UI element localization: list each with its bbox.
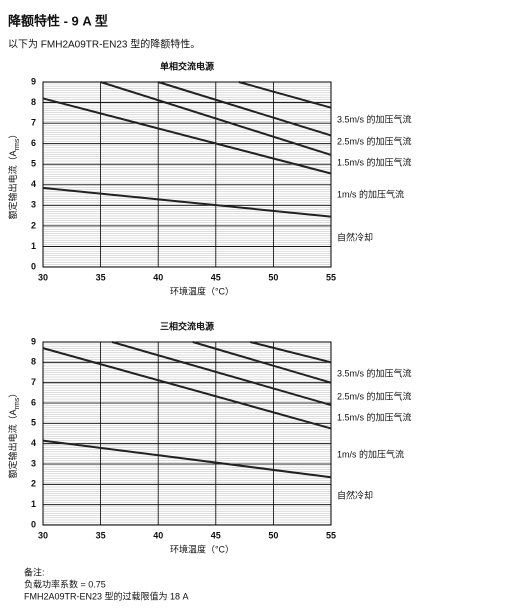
y-tick-label: 8 bbox=[31, 97, 36, 107]
y-axis-label-sub: rms bbox=[14, 397, 21, 409]
x-tick-label: 55 bbox=[326, 272, 336, 282]
x-tick-label: 40 bbox=[153, 272, 163, 282]
x-tick-label: 55 bbox=[326, 530, 336, 540]
derating-curve bbox=[157, 81, 332, 137]
y-tick-label: 5 bbox=[31, 159, 36, 169]
y-tick-label: 6 bbox=[31, 397, 36, 407]
y-axis-label-main: 额定输出电流（A bbox=[7, 150, 18, 219]
note: 负载功率系数 = 0.75 bbox=[24, 578, 106, 589]
y-tick-label: 4 bbox=[31, 438, 36, 448]
note: 备注: bbox=[24, 566, 45, 577]
y-axis-label: 额定输出电流（Arms） bbox=[7, 130, 20, 220]
plot-frame bbox=[42, 341, 332, 526]
series-label: 1m/s 的加压气流 bbox=[337, 448, 404, 459]
y-tick-label: 7 bbox=[31, 377, 36, 387]
derating-curve bbox=[42, 347, 332, 430]
derating-curve bbox=[192, 341, 332, 384]
series-label: 2.5m/s 的加压气流 bbox=[337, 135, 412, 146]
page-subtitle: 以下为 FMH2A09TR-EN23 型的降额特性。 bbox=[8, 38, 200, 51]
derating-curve bbox=[250, 341, 332, 364]
y-tick-label: 0 bbox=[31, 261, 36, 271]
series-label: 1.5m/s 的加压气流 bbox=[337, 156, 412, 167]
y-tick-label: 6 bbox=[31, 138, 36, 148]
page-title: 降额特性 - 9 A 型 bbox=[8, 13, 108, 28]
derating-curve bbox=[42, 97, 332, 175]
chart-title: 三相交流电源 bbox=[160, 320, 214, 331]
y-axis-label-end: ） bbox=[8, 130, 18, 139]
derating-curve bbox=[100, 81, 332, 156]
series-label: 3.5m/s 的加压气流 bbox=[337, 367, 412, 378]
series-label: 1m/s 的加压气流 bbox=[337, 188, 404, 199]
x-tick-label: 50 bbox=[268, 530, 278, 540]
y-tick-label: 8 bbox=[31, 357, 36, 367]
x-tick-label: 35 bbox=[96, 530, 106, 540]
x-tick-label: 40 bbox=[153, 530, 163, 540]
x-tick-label: 30 bbox=[38, 272, 48, 282]
x-tick-label: 45 bbox=[211, 530, 221, 540]
y-tick-label: 3 bbox=[31, 458, 36, 468]
y-tick-label: 3 bbox=[31, 200, 36, 210]
plot-frame bbox=[42, 81, 332, 268]
y-tick-label: 9 bbox=[31, 336, 36, 346]
x-tick-label: 30 bbox=[38, 530, 48, 540]
series-label: 1.5m/s 的加压气流 bbox=[337, 411, 412, 422]
y-axis-label-end: ） bbox=[8, 389, 18, 398]
derating-curve bbox=[238, 81, 332, 109]
chart-title: 单相交流电源 bbox=[160, 60, 214, 71]
x-tick-label: 45 bbox=[211, 272, 221, 282]
series-label: 2.5m/s 的加压气流 bbox=[337, 390, 412, 401]
x-tick-label: 50 bbox=[268, 272, 278, 282]
y-tick-label: 1 bbox=[31, 241, 36, 251]
y-tick-label: 7 bbox=[31, 117, 36, 127]
y-tick-label: 1 bbox=[31, 499, 36, 509]
y-tick-label: 0 bbox=[31, 519, 36, 529]
series-label: 自然冷却 bbox=[337, 231, 373, 242]
y-tick-label: 4 bbox=[31, 179, 36, 189]
series-label: 3.5m/s 的加压气流 bbox=[337, 113, 412, 124]
series-label: 自然冷却 bbox=[337, 489, 373, 500]
x-axis-label: 环境温度（°C） bbox=[170, 543, 234, 554]
derating-curve bbox=[111, 341, 332, 406]
derating-curve bbox=[42, 439, 332, 479]
y-tick-label: 9 bbox=[31, 76, 36, 86]
y-tick-label: 2 bbox=[31, 220, 36, 230]
note: FMH2A09TR-EN23 型的过载限值为 18 A bbox=[24, 590, 189, 601]
x-axis-label: 环境温度（°C） bbox=[170, 285, 234, 296]
derating-curve bbox=[42, 186, 332, 218]
y-axis-label: 额定输出电流（Arms） bbox=[7, 389, 20, 479]
y-axis-label-sub: rms bbox=[14, 138, 21, 150]
y-tick-label: 2 bbox=[31, 479, 36, 489]
y-axis-label-main: 额定输出电流（A bbox=[7, 409, 18, 478]
x-tick-label: 35 bbox=[96, 272, 106, 282]
y-tick-label: 5 bbox=[31, 418, 36, 428]
